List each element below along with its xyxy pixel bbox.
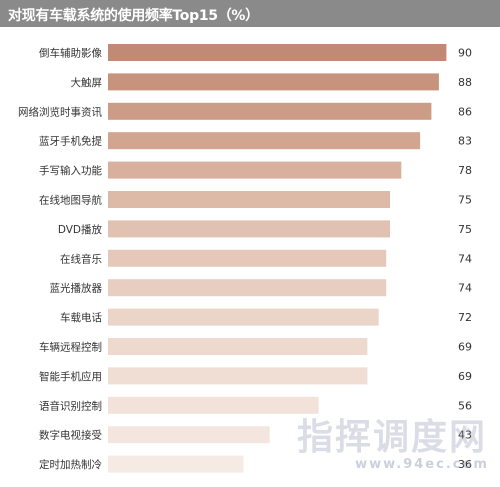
category-label: 语音识别控制 <box>39 399 102 412</box>
value-label: 75 <box>458 223 472 236</box>
value-label: 83 <box>458 135 472 148</box>
bar <box>108 132 421 150</box>
value-label: 74 <box>458 282 472 295</box>
chart-title-bar: 对现有车载系统的使用频率Top15（%） <box>0 0 500 27</box>
bar <box>108 220 390 238</box>
category-label: 网络浏览时事资讯 <box>18 105 102 118</box>
bar <box>108 102 432 120</box>
category-label: 智能手机应用 <box>39 370 102 383</box>
value-label: 78 <box>458 164 472 177</box>
category-label: 倒车辅助影像 <box>39 47 102 60</box>
value-label: 36 <box>458 458 472 471</box>
category-label: 车载电话 <box>60 311 102 324</box>
category-label: 大触屏 <box>71 76 103 89</box>
bar <box>108 161 402 179</box>
bar <box>108 338 368 355</box>
bar <box>108 191 390 208</box>
bar <box>108 455 244 473</box>
bar <box>108 367 368 385</box>
bar <box>108 396 319 414</box>
category-label: 数字电视接受 <box>39 429 102 442</box>
category-label: 蓝牙手机免提 <box>39 135 102 148</box>
value-label: 72 <box>458 311 472 324</box>
bar <box>108 279 387 297</box>
value-label: 43 <box>458 429 472 442</box>
bar <box>108 44 447 61</box>
category-label: 定时加热制冷 <box>39 458 102 471</box>
category-label: 蓝光播放器 <box>50 282 103 295</box>
value-label: 90 <box>458 47 472 60</box>
value-label: 69 <box>458 341 472 354</box>
category-label: 在线地图导航 <box>39 194 102 207</box>
category-label: 手写输入功能 <box>39 164 102 177</box>
bar <box>108 308 379 326</box>
category-label: 车辆远程控制 <box>39 341 102 354</box>
value-label: 86 <box>458 105 472 118</box>
value-label: 56 <box>458 399 472 412</box>
bar <box>108 426 270 444</box>
value-label: 69 <box>458 370 472 383</box>
category-label: DVD播放 <box>58 223 103 236</box>
value-label: 88 <box>458 76 472 89</box>
value-label: 75 <box>458 194 472 207</box>
bar <box>108 73 439 91</box>
bar <box>108 249 387 267</box>
chart-title: 对现有车载系统的使用频率Top15（%） <box>8 8 259 24</box>
value-label: 74 <box>458 252 472 265</box>
category-label: 在线音乐 <box>60 252 102 265</box>
